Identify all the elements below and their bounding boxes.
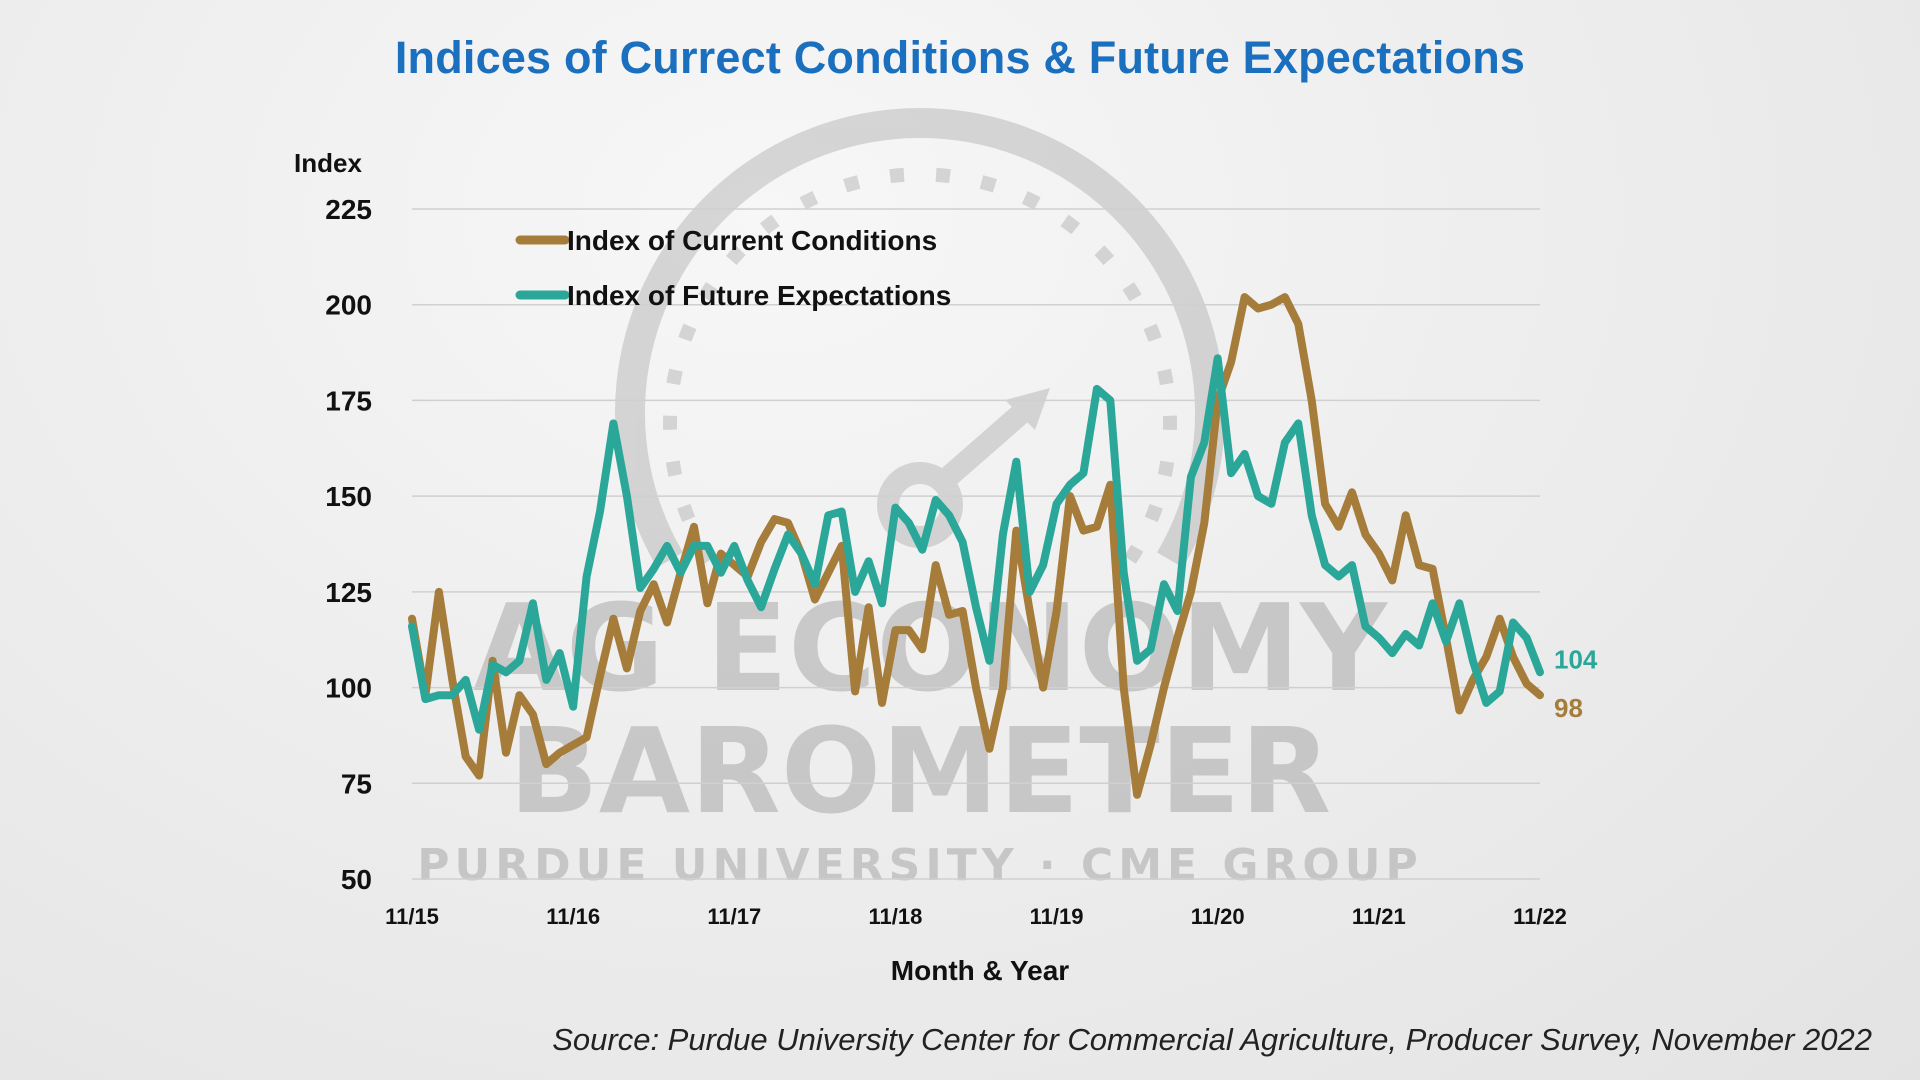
x-tick-label: 11/15 — [385, 904, 439, 929]
series-layer — [408, 293, 1544, 799]
x-tick-label: 11/19 — [1030, 904, 1084, 929]
x-axis-title: Month & Year — [891, 955, 1070, 986]
x-tick-layer: 11/15 11/16 11/17 11/18 11/19 11/20 11/21 11/22 — [385, 904, 1567, 929]
x-tick-label: 11/17 — [707, 904, 761, 929]
end-label-future: 104 — [1554, 644, 1598, 674]
y-tick-label: 225 — [325, 194, 372, 225]
x-tick-label: 11/22 — [1513, 904, 1567, 929]
y-tick-label: 200 — [325, 290, 372, 321]
y-tick-label: 150 — [325, 481, 372, 512]
y-tick-label: 125 — [325, 577, 372, 608]
y-tick-label: 100 — [325, 673, 372, 704]
y-tick-layer: 50 75 100 125 150 175 200 225 — [325, 194, 372, 895]
watermark-line-2: BAROMETER — [509, 702, 1331, 840]
y-tick-label: 50 — [341, 864, 372, 895]
x-tick-label: 11/20 — [1191, 904, 1245, 929]
y-tick-label: 175 — [325, 385, 372, 416]
y-axis-title: Index — [294, 148, 362, 178]
x-tick-label: 11/16 — [546, 904, 600, 929]
x-tick-label: 11/18 — [869, 904, 923, 929]
legend-label-current: Index of Current Conditions — [567, 225, 937, 256]
watermark-gauge-icon — [615, 108, 1225, 568]
legend-label-future: Index of Future Expectations — [567, 280, 951, 311]
end-label-current: 98 — [1554, 693, 1583, 723]
source-note: Source: Purdue University Center for Com… — [552, 1022, 1872, 1057]
legend: Index of Current Conditions Index of Fut… — [515, 225, 951, 311]
x-tick-label: 11/21 — [1352, 904, 1406, 929]
watermark-line-3: PURDUE UNIVERSITY · CME GROUP — [417, 840, 1423, 891]
y-tick-label: 75 — [341, 768, 372, 799]
page-title: Indices of Currect Conditions & Future E… — [394, 32, 1526, 83]
